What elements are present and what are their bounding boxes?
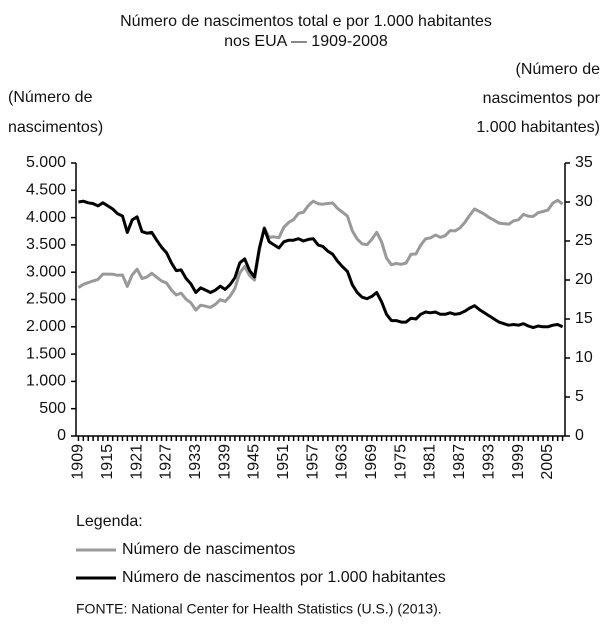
y2-tick-label: 10 bbox=[575, 349, 593, 366]
y2-tick-label: 0 bbox=[575, 427, 584, 444]
y2-tick-label: 30 bbox=[575, 193, 593, 210]
x-tick-label: 1999 bbox=[510, 444, 527, 480]
x-tick-label: 1975 bbox=[392, 444, 409, 480]
y-tick-label: 3.000 bbox=[26, 263, 66, 280]
x-tick-label: 1993 bbox=[480, 444, 497, 480]
y2-tick-label: 5 bbox=[575, 388, 584, 405]
source: FONTE: National Center for Health Statis… bbox=[76, 601, 442, 617]
y-tick-label: 4.500 bbox=[26, 182, 66, 199]
y-axis-label: (Número de bbox=[8, 89, 93, 106]
y-axis-label: nascimentos) bbox=[8, 119, 103, 136]
x-tick-label: 1909 bbox=[70, 444, 87, 480]
y2-tick-label: 35 bbox=[575, 154, 593, 171]
y-tick-label: 1.500 bbox=[26, 345, 66, 362]
y-tick-label: 2.500 bbox=[26, 291, 66, 308]
y-tick-label: 0 bbox=[57, 427, 66, 444]
legend-label: Número de nascimentos por 1.000 habitant… bbox=[122, 569, 446, 586]
x-tick-label: 1969 bbox=[363, 444, 380, 480]
y-tick-label: 500 bbox=[39, 400, 66, 417]
y2-tick-label: 15 bbox=[575, 310, 593, 327]
chart-title: Número de nascimentos total e por 1.000 … bbox=[120, 13, 492, 30]
x-tick-label: 1921 bbox=[128, 444, 145, 480]
x-tick-label: 1981 bbox=[422, 444, 439, 480]
x-tick-label: 1963 bbox=[334, 444, 351, 480]
x-tick-label: 1987 bbox=[451, 444, 468, 480]
legend-title: Legenda: bbox=[76, 513, 143, 530]
x-tick-label: 1951 bbox=[275, 444, 292, 480]
x-tick-label: 1957 bbox=[304, 444, 321, 480]
x-tick-label: 1915 bbox=[99, 444, 116, 480]
legend-label: Número de nascimentos bbox=[122, 541, 295, 558]
y2-axis-label: nascimentos por bbox=[483, 90, 601, 107]
y2-axis-label: 1.000 habitantes) bbox=[476, 119, 600, 136]
y-tick-label: 5.000 bbox=[26, 154, 66, 171]
x-tick-label: 1933 bbox=[187, 444, 204, 480]
line-series bbox=[77, 198, 564, 312]
y2-tick-label: 20 bbox=[575, 271, 593, 288]
x-tick-label: 1939 bbox=[216, 444, 233, 480]
x-tick-label: 1945 bbox=[246, 444, 263, 480]
x-tick-label: 1927 bbox=[158, 444, 175, 480]
y2-tick-label: 25 bbox=[575, 232, 593, 249]
chart-title: nos EUA — 1909-2008 bbox=[224, 33, 388, 50]
x-tick-label: 2005 bbox=[539, 444, 556, 480]
y-tick-label: 4.000 bbox=[26, 209, 66, 226]
y-tick-label: 1.000 bbox=[26, 373, 66, 390]
y-tick-label: 2.000 bbox=[26, 318, 66, 335]
y-tick-label: 3.500 bbox=[26, 236, 66, 253]
line-series bbox=[78, 199, 564, 330]
y2-axis-label: (Número de bbox=[516, 61, 601, 78]
